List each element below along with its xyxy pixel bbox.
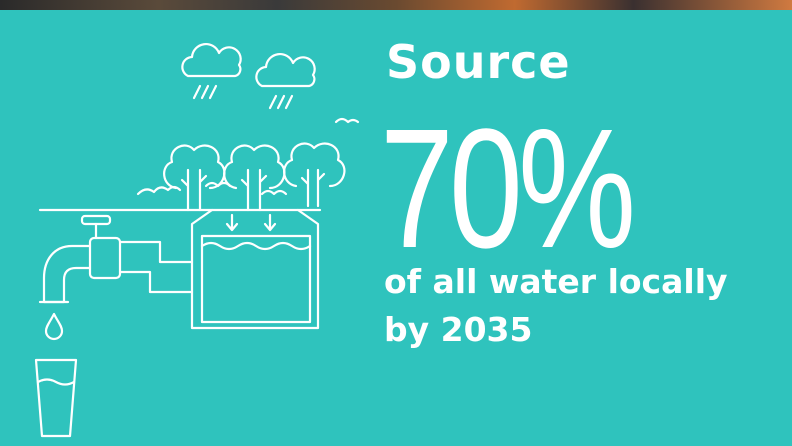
subtext: of all water locally by 2035	[384, 258, 784, 354]
faucet-icon	[38, 214, 122, 304]
water-tank-icon	[190, 208, 320, 330]
headline: Source	[386, 35, 571, 89]
tree-icon	[163, 144, 226, 212]
glass-icon	[34, 358, 78, 438]
rain-cloud-icon	[181, 43, 242, 100]
top-photo-strip	[0, 0, 792, 10]
subtext-line-2: by 2035	[384, 310, 533, 349]
rain-cloud-icon	[255, 53, 316, 110]
big-stat: 70%	[380, 94, 636, 284]
water-cycle-illustration	[34, 43, 360, 438]
water-drop-icon	[44, 312, 64, 341]
tree-icon	[283, 142, 346, 208]
subtext-line-1: of all water locally	[384, 262, 728, 301]
tree-icon	[223, 144, 286, 212]
